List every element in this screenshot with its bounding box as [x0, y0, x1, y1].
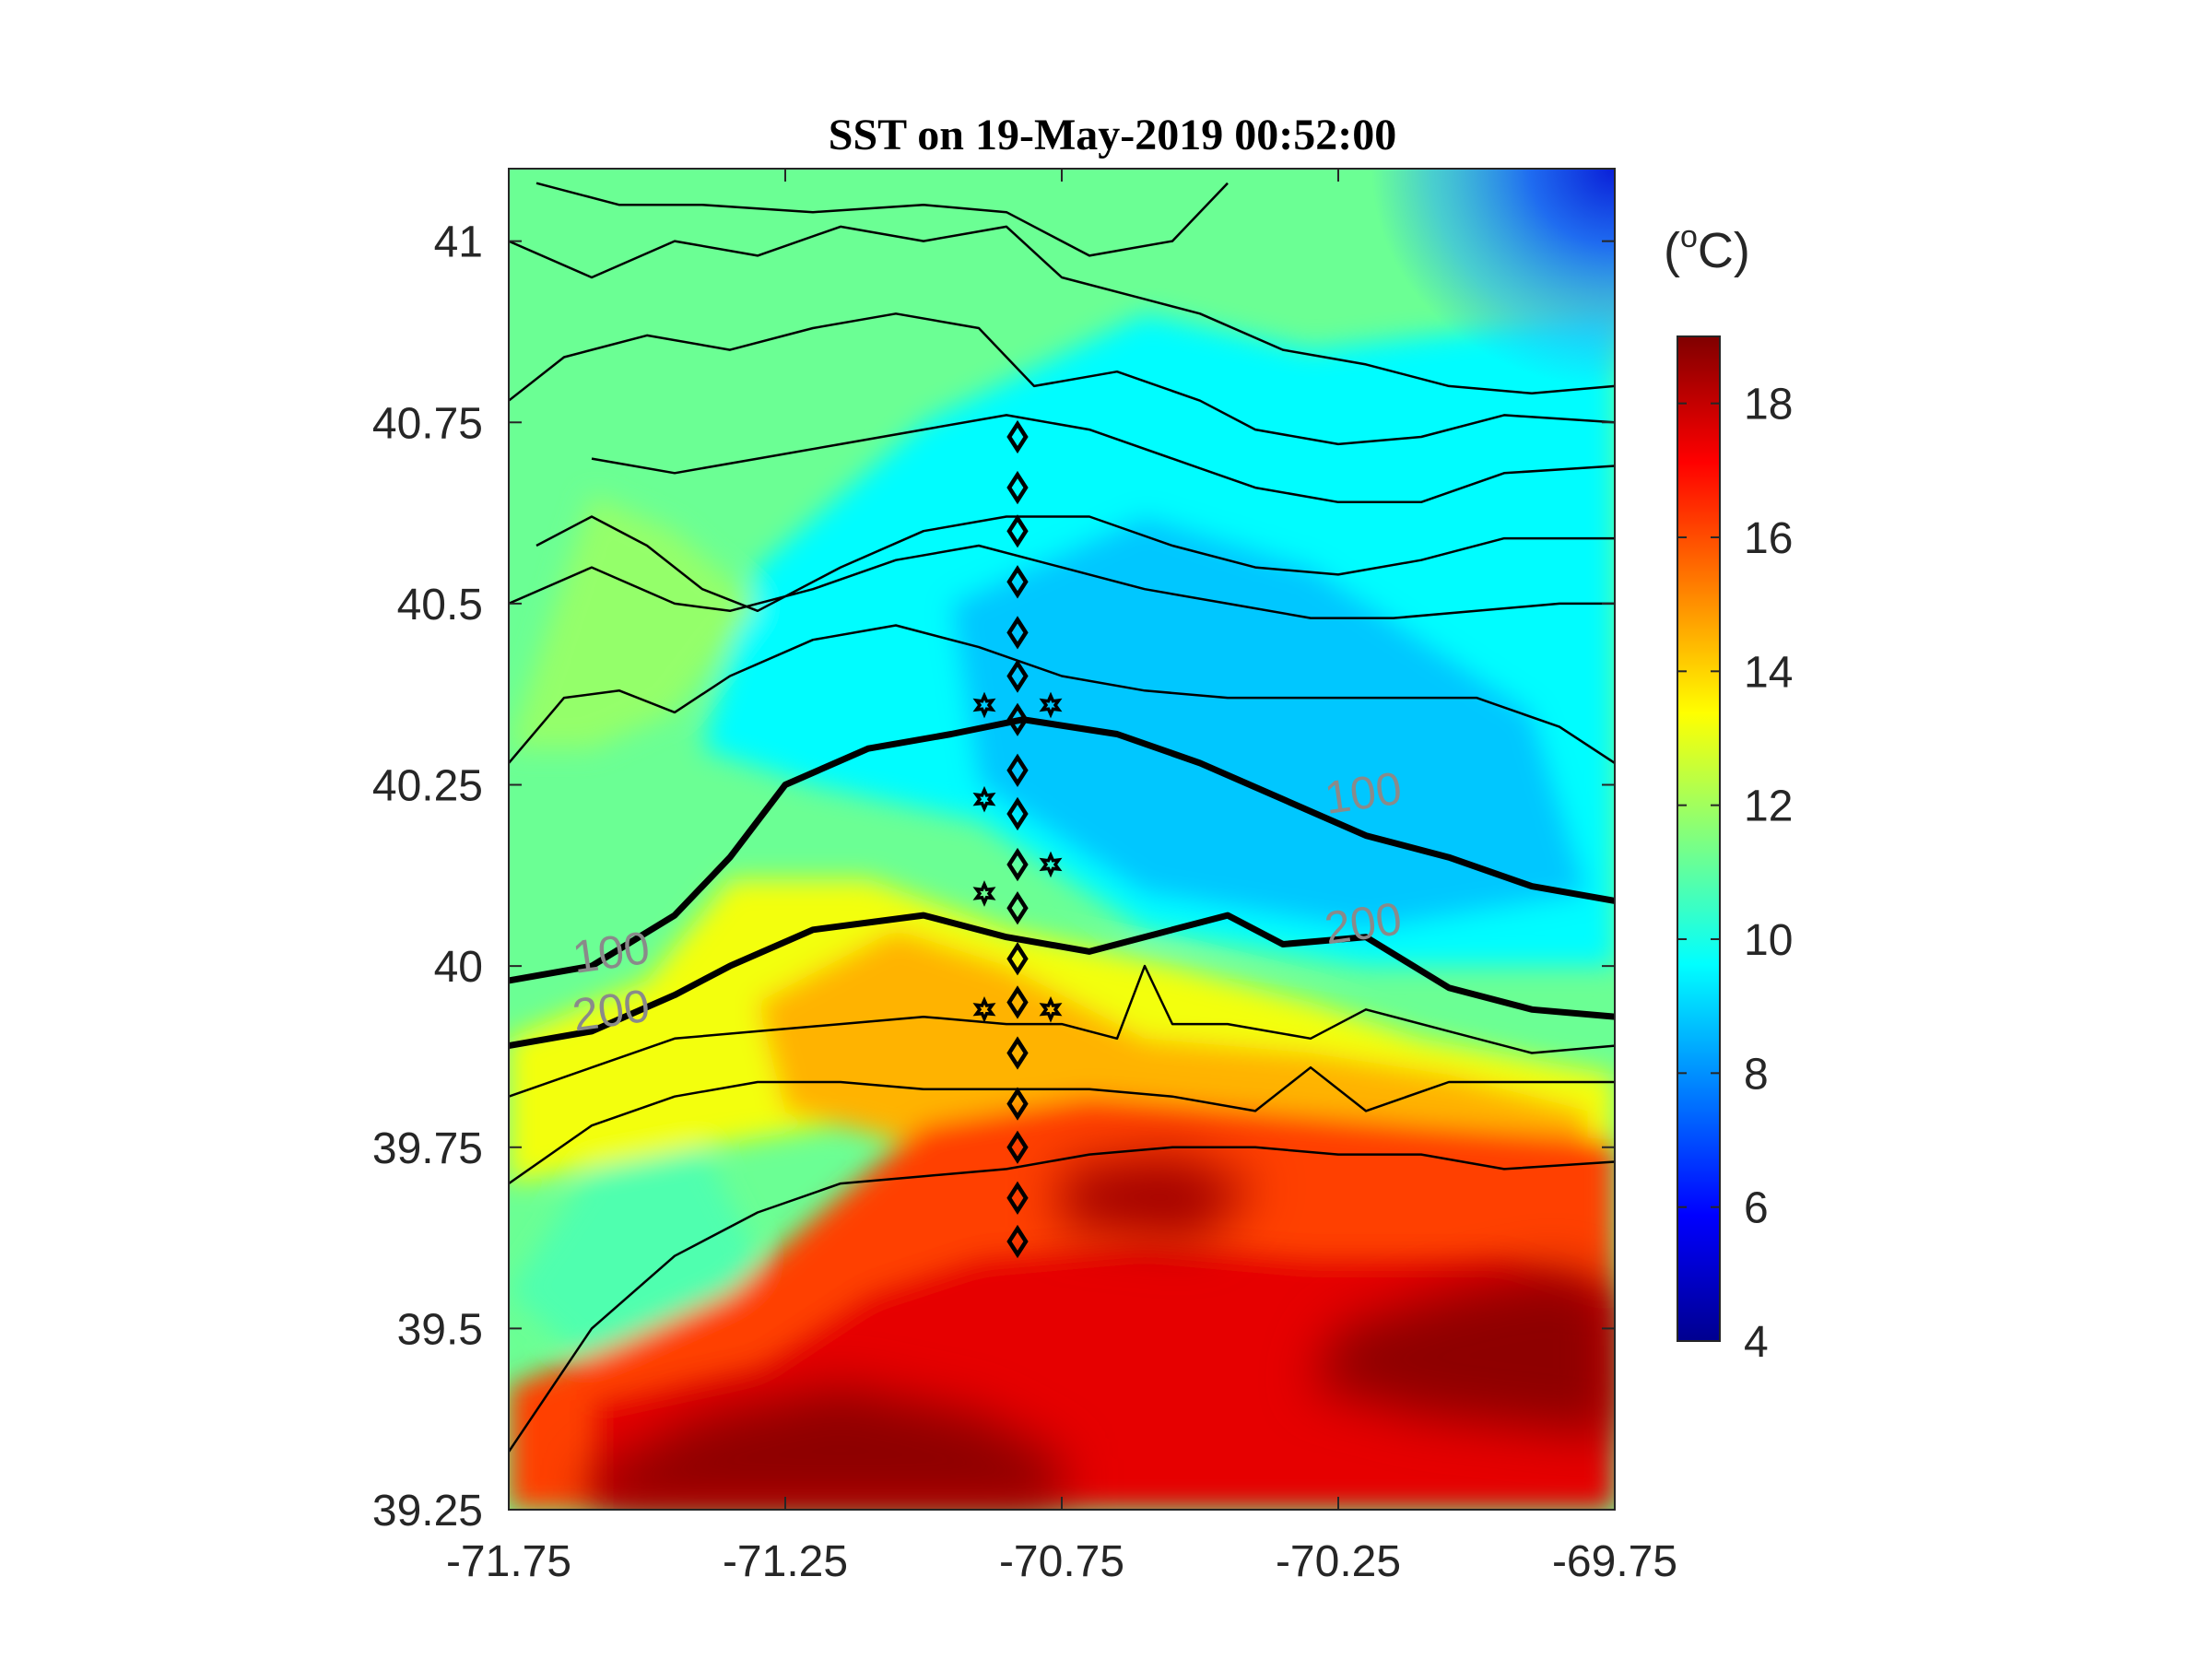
y-tick-label: 39.25: [372, 1487, 483, 1535]
y-tick-label: 39.5: [397, 1305, 483, 1354]
x-tick-label: -71.75: [446, 1537, 571, 1586]
field-cooler-core: [951, 516, 1587, 930]
isobath-label: 200: [1322, 892, 1405, 954]
sst-contour-line: [509, 964, 1615, 1098]
isobath-label: 100: [570, 922, 653, 983]
colorbar-tick-label: 16: [1744, 514, 1793, 563]
x-tick-label: -70.75: [999, 1537, 1124, 1586]
station-diamond: [1006, 616, 1029, 650]
station-diamond: [1006, 985, 1029, 1019]
station-diamond: [1006, 753, 1029, 787]
sst-contour-line: [535, 182, 1229, 257]
isobath-200: [509, 912, 1615, 1050]
x-tick-label: -70.25: [1276, 1537, 1401, 1586]
colorbar-tick-label: 8: [1744, 1050, 1769, 1099]
plot-axes: -71.75 -71.25 -70.75 -70.25 -69.75 39.25 39.5 3…: [372, 168, 1677, 1586]
colorbar-tick-label: 6: [1744, 1184, 1769, 1233]
y-tick-label: 39.75: [372, 1124, 483, 1173]
sst-contour-line: [535, 515, 1615, 613]
colorbar-tick-label: 10: [1744, 916, 1793, 965]
y-tick-label: 40.75: [372, 399, 483, 448]
stations: [972, 419, 1063, 1259]
field-max-se: [1311, 1270, 1615, 1438]
station-star: [972, 880, 996, 907]
station-diamond: [1006, 1036, 1029, 1070]
isobath-label: 200: [570, 980, 653, 1041]
x-tick-label: -71.25: [723, 1537, 848, 1586]
y-tick-label: 40.25: [372, 762, 483, 811]
sst-field: [509, 169, 1615, 1510]
station-diamond: [1006, 1087, 1029, 1121]
station-star: [972, 691, 996, 719]
station-diamond: [1006, 702, 1029, 736]
field-green-nw: [509, 494, 758, 749]
station-diamond: [1006, 565, 1029, 599]
y-tick-label: 40: [434, 943, 483, 992]
station-diamond: [1006, 659, 1029, 693]
station-star: [1039, 995, 1063, 1023]
chart-title: SST on 19-May-2019 00:52:00: [829, 111, 1396, 159]
field-front-hot: [758, 929, 1587, 1170]
station-diamond: [1006, 514, 1029, 548]
station-diamond: [1006, 419, 1029, 454]
sst-contours: [509, 182, 1615, 1453]
sst-contour-line: [509, 544, 1615, 619]
field-max-mid: [1062, 1154, 1255, 1241]
field-max-sw: [592, 1386, 1062, 1510]
station-diamond: [1006, 942, 1029, 976]
colorbar-tick-label: 12: [1744, 782, 1793, 831]
x-tick-label: -69.75: [1552, 1537, 1677, 1586]
sst-contour-line: [509, 1146, 1615, 1453]
sst-contour-line: [509, 1065, 1615, 1185]
station-star: [972, 785, 996, 813]
y-tick-label: 40.5: [397, 581, 483, 629]
colorbar-unit-label: (oC): [1664, 219, 1750, 278]
colorbar-gradient: [1677, 335, 1721, 1342]
sst-contour-line: [509, 624, 1615, 764]
colorbar: (oC) 4 6 8 10 12 14 16 18: [1664, 219, 1793, 1367]
station-diamond: [1006, 470, 1029, 505]
colorbar-tick-label: 18: [1744, 381, 1793, 429]
station-diamond: [1006, 1130, 1029, 1164]
station-diamond: [1006, 891, 1029, 925]
station-diamond: [1006, 847, 1029, 882]
station-diamond: [1006, 1181, 1029, 1215]
sst-contour-line: [509, 312, 1615, 446]
station-star: [1039, 851, 1063, 878]
station-star: [972, 995, 996, 1023]
field-cold-corner: [1172, 169, 1615, 568]
sst-contour-line: [591, 414, 1615, 504]
station-star: [1039, 691, 1063, 719]
y-tick-label: 41: [434, 218, 483, 267]
isobath-100: [509, 716, 1615, 984]
sst-contour-line: [509, 225, 1615, 395]
colorbar-tick-label: 14: [1744, 648, 1793, 697]
colorbar-tick-label: 4: [1744, 1318, 1769, 1367]
station-diamond: [1006, 796, 1029, 831]
isobaths: [509, 716, 1615, 1050]
isobath-label: 100: [1322, 762, 1405, 824]
station-diamond: [1006, 1224, 1029, 1259]
